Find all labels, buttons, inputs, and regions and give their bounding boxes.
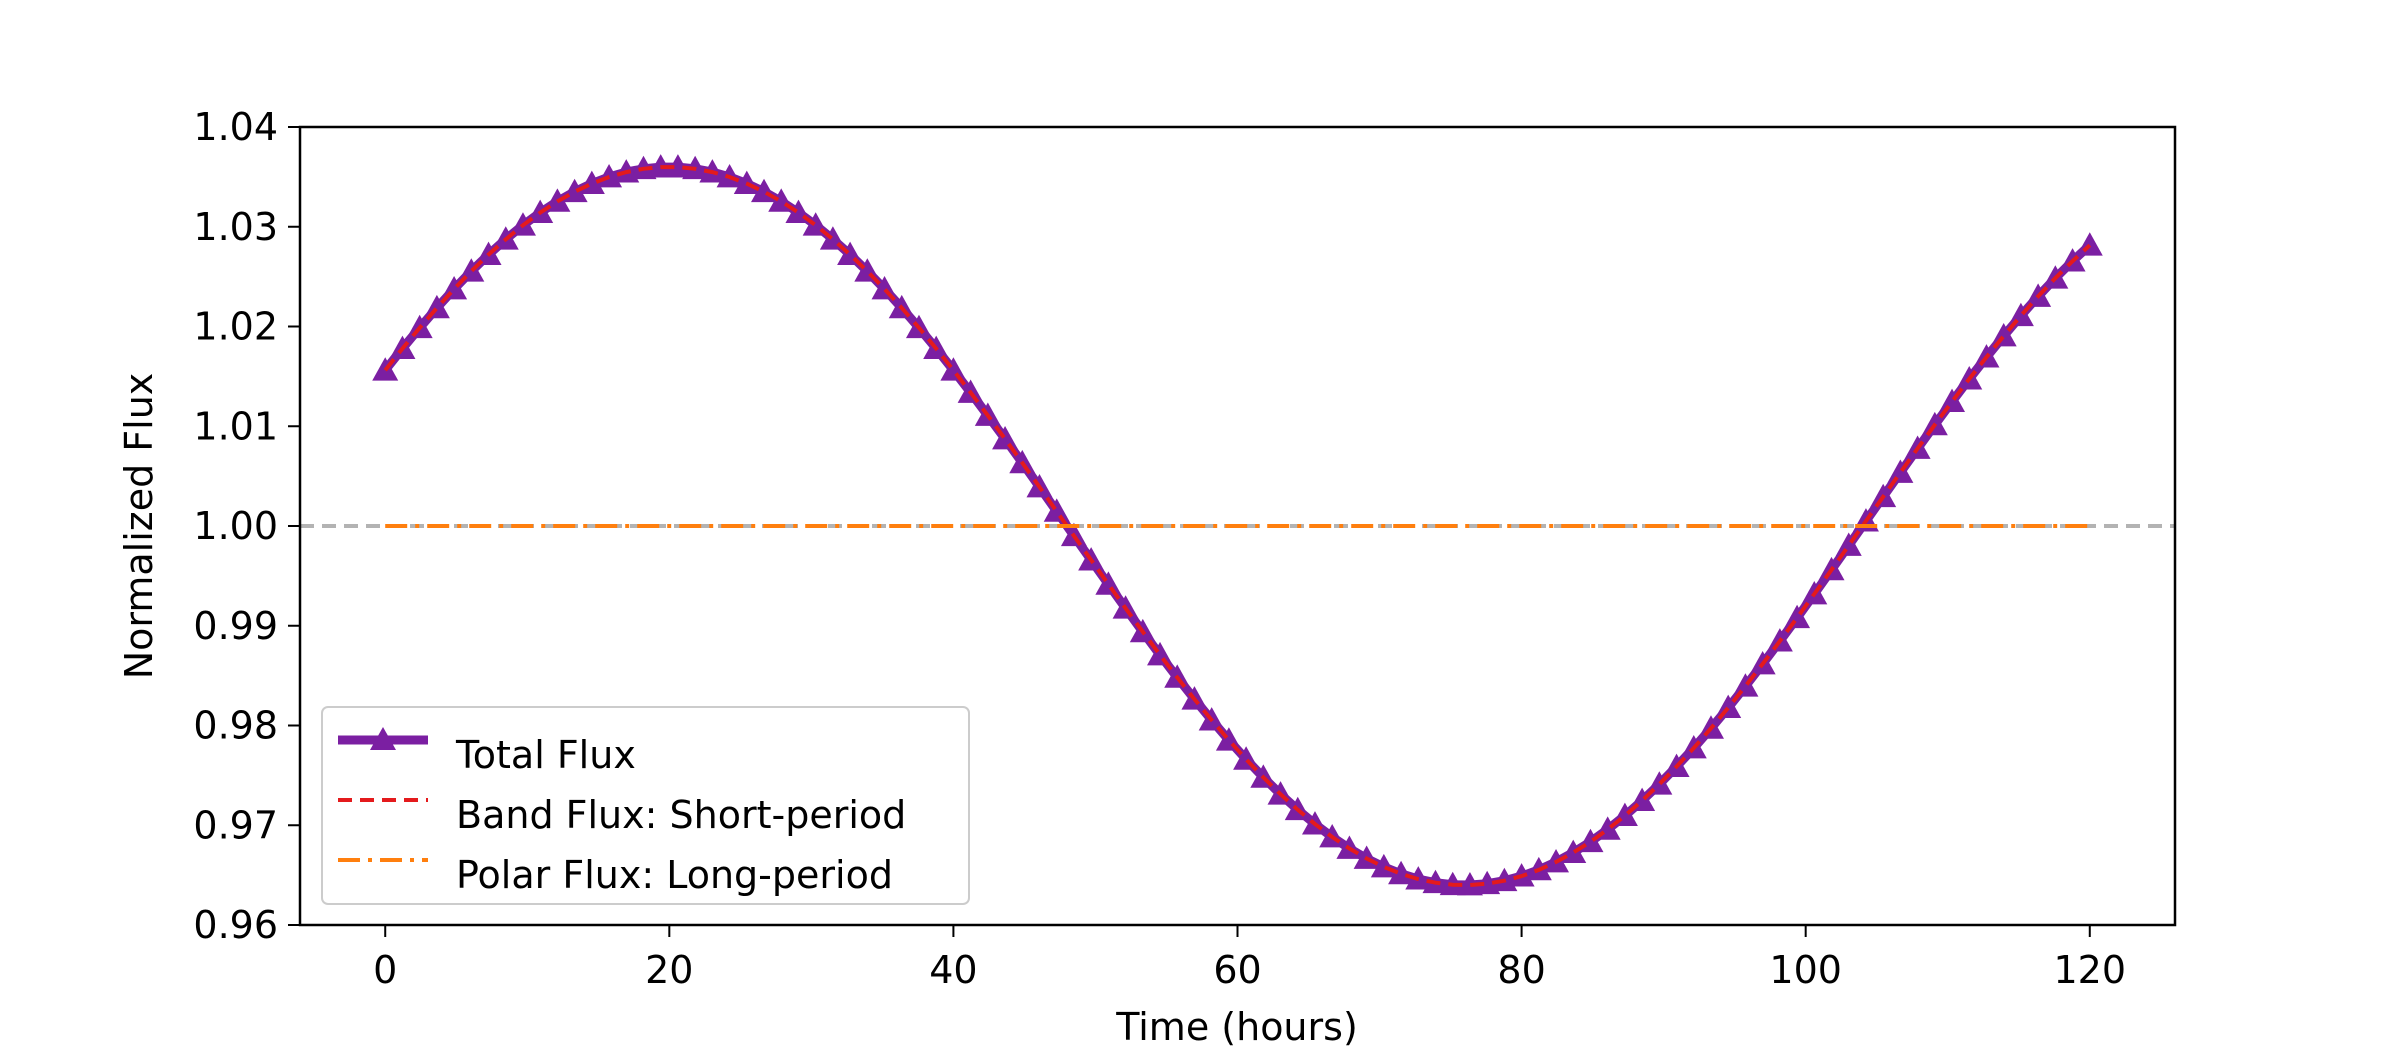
legend-label-total-flux: Total Flux bbox=[455, 733, 636, 777]
y-tick-label: 0.98 bbox=[193, 704, 278, 748]
y-tick-label: 0.99 bbox=[193, 604, 278, 648]
total-flux-point bbox=[1456, 872, 1483, 896]
legend: Total Flux Band Flux: Short-period Polar… bbox=[321, 706, 970, 905]
total-flux-point bbox=[1732, 673, 1759, 697]
y-axis-title: Normalized Flux bbox=[117, 373, 161, 680]
y-tick-label: 1.03 bbox=[193, 205, 278, 249]
x-tick-label: 80 bbox=[1497, 948, 1545, 992]
y-tick-label: 0.97 bbox=[193, 803, 278, 847]
total-flux-point bbox=[1388, 860, 1415, 885]
total-flux-point bbox=[940, 357, 967, 381]
total-flux-point bbox=[664, 154, 691, 178]
series-band-flux-line bbox=[383, 165, 2092, 888]
legend-marker-total-flux bbox=[370, 727, 396, 750]
total-flux-point bbox=[1990, 322, 2017, 347]
total-flux-point bbox=[1715, 694, 1742, 719]
total-flux-point bbox=[1043, 498, 1070, 522]
x-tick-label: 100 bbox=[1769, 948, 1842, 992]
total-flux-point bbox=[1095, 571, 1122, 595]
x-tick-label: 120 bbox=[2054, 948, 2127, 992]
total-flux-point bbox=[1784, 604, 1811, 629]
x-tick-label: 20 bbox=[645, 948, 693, 992]
y-tick-label: 1.00 bbox=[193, 504, 278, 548]
y-tick-label: 1.04 bbox=[193, 105, 278, 149]
y-tick-label: 1.02 bbox=[193, 305, 278, 349]
x-tick-label: 60 bbox=[1213, 948, 1261, 992]
total-flux-point bbox=[1835, 532, 1862, 556]
total-flux-point bbox=[992, 425, 1019, 450]
legend-label-band-flux: Band Flux: Short-period bbox=[456, 793, 906, 837]
legend-label-polar-flux: Polar Flux: Long-period bbox=[456, 853, 893, 897]
x-tick-label: 0 bbox=[373, 948, 397, 992]
total-flux-point bbox=[2007, 302, 2034, 327]
y-tick-label: 0.96 bbox=[193, 903, 278, 947]
y-tick-label: 1.01 bbox=[193, 404, 278, 448]
x-axis-title: Time (hours) bbox=[1115, 1005, 1358, 1049]
x-tick-label: 40 bbox=[929, 948, 977, 992]
total-flux-point bbox=[1147, 641, 1174, 666]
legend-box bbox=[321, 706, 970, 905]
total-flux-point bbox=[1887, 459, 1914, 483]
total-flux-point bbox=[1939, 388, 1966, 413]
